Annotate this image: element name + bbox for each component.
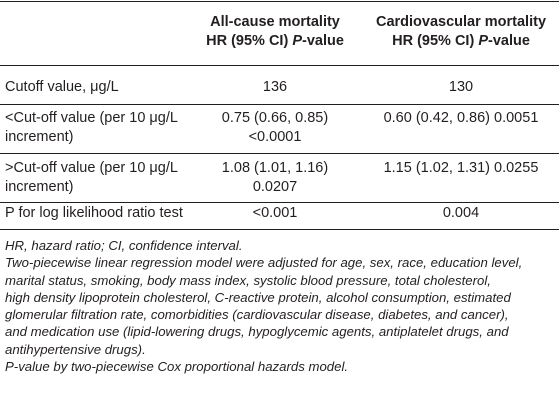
column-header-cardiovascular: Cardiovascular mortality HR (95% CI) P-v… [363, 13, 559, 51]
row-label-line: P for log likelihood ratio test [5, 205, 183, 221]
column-header-line2: HR (95% CI) P-value [363, 32, 559, 51]
footnote-line: marital status, smoking, body mass index… [5, 272, 491, 288]
cell-cardiovascular: 1.15 (1.02, 1.31) 0.0255 [363, 159, 559, 178]
footnote-line: high density lipoprotein cholesterol, C-… [5, 289, 511, 305]
column-header-line1: Cardiovascular mortality [375, 14, 547, 30]
column-header-value: -value [301, 33, 344, 49]
footnote-line: antihypertensive drugs). [5, 341, 146, 357]
footnote-line: glomerular filtration rate, comorbiditie… [5, 307, 509, 323]
cell-line: <0.0001 [248, 129, 302, 145]
table-footnotes: HR, hazard ratio; CI, confidence interva… [5, 237, 557, 375]
row-label-line: <Cut-off value (per 10 μg/L [5, 110, 178, 126]
table-header-rule [0, 65, 559, 66]
row-label: Cutoff value, μg/L [5, 78, 119, 97]
footnote-pvalue: P-value by two-piecewise Cox proportiona… [5, 359, 349, 375]
cell-cardiovascular: 130 [363, 78, 559, 97]
cell-line: 130 [448, 79, 474, 95]
column-header-value: -value [487, 33, 530, 49]
cell-line: <0.001 [252, 205, 298, 221]
column-header-hr: HR (95% CI) [392, 33, 479, 49]
cell-all-cause: 0.75 (0.66, 0.85) <0.0001 [190, 109, 360, 147]
footnote-abbreviations: HR, hazard ratio; CI, confidence interva… [5, 238, 243, 253]
row-label-line: increment) [5, 179, 74, 195]
cell-line: 0.0207 [252, 179, 298, 195]
cell-cardiovascular: 0.60 (0.42, 0.86) 0.0051 [363, 109, 559, 128]
cell-all-cause: 136 [190, 78, 360, 97]
row-divider [0, 104, 559, 105]
cell-line: 0.75 (0.66, 0.85) [221, 110, 329, 126]
table-top-rule [0, 1, 559, 2]
row-divider [0, 202, 559, 203]
table-bottom-rule [0, 229, 559, 230]
column-header-p: P [292, 33, 302, 49]
footnote-line: Two-piecewise linear regression model we… [5, 255, 523, 271]
cell-line: 1.08 (1.01, 1.16) [221, 160, 329, 176]
row-label-line: Cutoff value, μg/L [5, 79, 119, 95]
cell-cardiovascular: 0.004 [363, 204, 559, 223]
column-header-p: P [478, 33, 488, 49]
cell-line: 1.15 (1.02, 1.31) 0.0255 [383, 160, 539, 176]
row-divider [0, 153, 559, 154]
column-header-all-cause: All-cause mortality HR (95% CI) P-value [190, 13, 360, 51]
row-label: P for log likelihood ratio test [5, 204, 183, 223]
row-label: <Cut-off value (per 10 μg/L increment) [5, 109, 178, 147]
cell-line: 0.004 [442, 205, 480, 221]
row-label-line: increment) [5, 129, 74, 145]
row-label: >Cut-off value (per 10 μg/L increment) [5, 159, 178, 197]
column-header-hr: HR (95% CI) [206, 33, 293, 49]
column-header-line1: All-cause mortality [210, 14, 340, 30]
cell-line: 0.60 (0.42, 0.86) 0.0051 [383, 110, 539, 126]
cell-all-cause: <0.001 [190, 204, 360, 223]
cell-all-cause: 1.08 (1.01, 1.16) 0.0207 [190, 159, 360, 197]
footnote-line: and medication use (lipid-lowering drugs… [5, 324, 509, 340]
column-header-line2: HR (95% CI) P-value [190, 32, 360, 51]
row-label-line: >Cut-off value (per 10 μg/L [5, 160, 178, 176]
cell-line: 136 [262, 79, 288, 95]
